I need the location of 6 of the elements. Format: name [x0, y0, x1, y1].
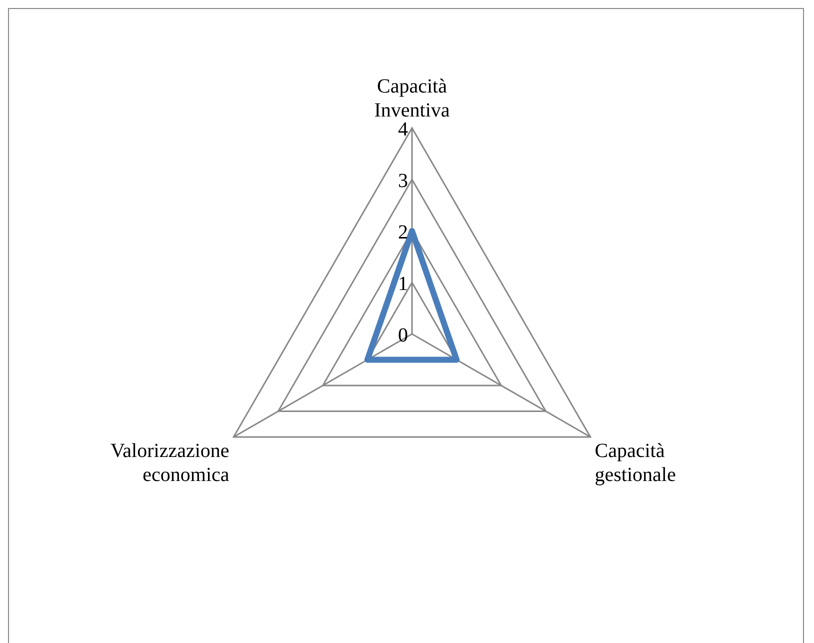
- y-tick-label: 0: [398, 324, 408, 346]
- spoke-label: Capacità gestionale: [594, 440, 676, 486]
- y-tick-label: 2: [398, 221, 408, 244]
- y-tick-label: 3: [398, 170, 408, 192]
- spoke-label: Valorizzazione economica: [110, 440, 230, 486]
- y-tick-label: 1: [398, 272, 408, 295]
